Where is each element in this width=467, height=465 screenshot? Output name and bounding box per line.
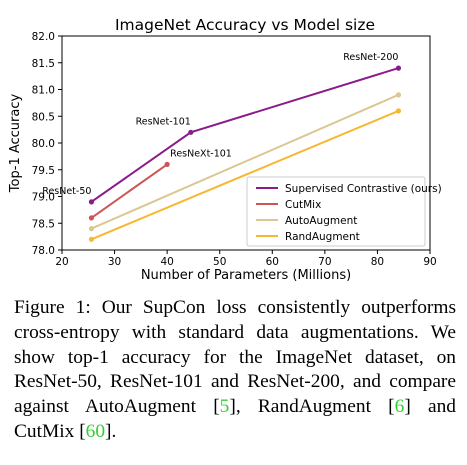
caption-text-end: ]. [105,420,117,442]
citation-link-6[interactable]: 6 [394,396,405,418]
data-point [395,65,402,71]
citation-link-60[interactable]: 60 [85,420,106,442]
data-point [88,215,95,221]
figure-caption: Figure 1: Our SupCon loss consistently o… [14,296,456,445]
data-point [88,199,95,205]
legend-box [246,176,426,247]
y-tick-label: 82.0 [32,31,55,43]
x-tick-label: 20 [55,256,68,268]
legend-label: AutoAugment [285,215,357,227]
y-axis-label: Top-1 Accuracy [8,94,23,194]
y-tick-label: 81.5 [32,58,55,70]
caption-text-2: ], RandAugment [ [229,396,395,418]
series-line [91,109,399,241]
legend-label: CutMix [285,199,321,211]
x-tick-label: 60 [266,256,279,268]
data-point [88,226,95,232]
y-tick-label: 80.5 [32,111,55,123]
point-annotation: ResNet-50 [42,186,91,197]
x-tick-label: 30 [108,256,121,268]
data-point [395,108,402,114]
accuracy-chart: ImageNet Accuracy vs Model size 20 30 40 50… [8,16,442,283]
data-point [88,236,95,242]
x-tick-label: 70 [318,256,331,268]
y-tick-label: 79.5 [32,165,55,177]
legend-label: RandAugment [285,231,360,243]
point-annotation: ResNeXt-101 [170,148,232,159]
x-tick-label: 90 [423,256,436,268]
point-annotation: ResNet-200 [343,52,398,63]
x-tick-label: 80 [371,256,384,268]
y-tick-label: 79.0 [32,192,55,204]
y-tick-label: 78.0 [32,245,55,257]
data-point [164,161,170,167]
x-axis-label: Number of Parameters (Millions) [141,268,351,283]
point-annotation: ResNet-101 [136,116,191,127]
series-line [90,163,168,219]
legend-label: Supervised Contrastive (ours) [285,183,442,195]
data-point [395,92,402,98]
data-point [188,129,194,135]
caption-text: Figure 1: Our SupCon loss consistently o… [14,297,456,418]
y-tick-label: 81.0 [32,85,55,97]
chart-title: ImageNet Accuracy vs Model size [115,16,375,34]
y-tick-label: 78.5 [32,218,55,230]
x-tick-label: 40 [160,256,173,268]
series-line [91,93,399,230]
caption-text-3: ] and CutMix [ [14,396,456,442]
legend: Supervised Contrastive (ours) CutMix AutoA… [246,176,442,247]
citation-link-5[interactable]: 5 [219,396,230,418]
y-tick-label: 80.0 [32,138,55,150]
x-tick-label: 50 [213,256,226,268]
